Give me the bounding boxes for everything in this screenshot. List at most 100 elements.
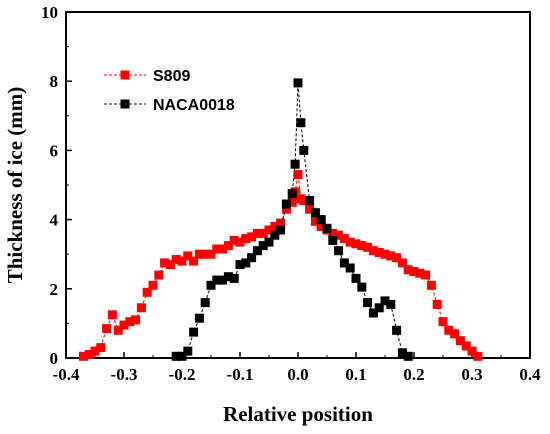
data-point (473, 351, 483, 361)
data-point (247, 253, 257, 263)
data-point (380, 249, 390, 259)
data-point (276, 218, 286, 228)
data-point (223, 272, 233, 282)
data-point (235, 237, 245, 247)
data-point (397, 258, 407, 268)
legend-label: S809 (153, 68, 190, 85)
data-point (299, 196, 309, 206)
data-point (368, 308, 378, 318)
legend-marker (120, 99, 130, 109)
data-point (374, 303, 384, 313)
data-point (264, 225, 274, 235)
data-point (183, 346, 193, 356)
y-tick-label: 2 (50, 280, 59, 299)
series-layer (78, 78, 483, 361)
data-point (206, 280, 216, 290)
data-point (177, 256, 187, 266)
data-point (206, 249, 216, 259)
axis-ticks: -0.4 -0.3 -0.2 -0.1 0.0 0.1 0.2 0.3 0.4 0 2 4 6 8 10 (41, 3, 541, 384)
data-point (270, 222, 280, 231)
data-point (281, 204, 291, 214)
data-point (287, 197, 297, 207)
data-point (252, 246, 262, 256)
x-axis-label: Relative position (223, 402, 373, 426)
data-point (218, 244, 228, 254)
data-point (450, 329, 460, 339)
data-point (148, 280, 158, 290)
y-tick-label: 4 (50, 211, 59, 230)
data-point (171, 254, 181, 264)
data-point (212, 275, 222, 285)
x-tick-label: 0.2 (403, 365, 424, 384)
x-tick-label: 0.1 (345, 365, 366, 384)
data-point (194, 313, 204, 323)
data-point (218, 275, 228, 285)
data-point (310, 216, 320, 226)
data-point (299, 145, 309, 155)
data-point (392, 253, 402, 263)
data-point (444, 325, 454, 335)
data-point (421, 270, 431, 280)
data-point (409, 267, 419, 276)
data-point (131, 315, 141, 325)
data-point (345, 263, 355, 273)
data-point (189, 327, 199, 337)
x-tick-label: 0.4 (519, 365, 541, 384)
data-point (241, 258, 251, 268)
data-point (316, 222, 326, 231)
data-point (351, 273, 361, 283)
data-point (189, 256, 199, 266)
data-point (235, 260, 245, 270)
legend-label: NACA0018 (153, 97, 235, 114)
y-tick-label: 0 (50, 349, 59, 368)
data-point (113, 325, 123, 335)
data-point (200, 298, 210, 308)
y-tick-label: 8 (50, 72, 59, 91)
data-point (223, 241, 233, 251)
data-point (229, 235, 239, 245)
data-point (136, 303, 146, 313)
data-point (380, 296, 390, 306)
x-tick-label: -0.1 (227, 365, 254, 384)
data-point (241, 234, 251, 244)
data-point (438, 317, 448, 327)
x-tick-label: -0.3 (111, 365, 138, 384)
data-point (322, 223, 332, 233)
data-point (403, 351, 413, 361)
data-point (357, 241, 367, 251)
data-point (160, 258, 170, 268)
y-tick-label: 6 (50, 141, 59, 160)
data-point (328, 235, 338, 245)
y-axis-label: Thickness of ice (mm) (3, 87, 27, 284)
data-point (258, 241, 268, 251)
legend-item: S809 (104, 68, 190, 85)
data-point (351, 239, 361, 249)
data-point (119, 320, 129, 330)
data-point (96, 343, 106, 353)
data-point (90, 346, 100, 356)
data-point (102, 324, 112, 334)
x-tick-label: 0.0 (287, 365, 308, 384)
data-point (270, 230, 280, 240)
data-point (305, 204, 315, 214)
data-point (305, 196, 315, 206)
data-point (334, 230, 344, 240)
data-point (363, 242, 373, 252)
data-point (316, 215, 326, 225)
data-point (426, 280, 436, 290)
plot-frame (65, 11, 531, 359)
data-point (386, 299, 396, 309)
legend-item: NACA0018 (104, 97, 235, 114)
data-point (125, 317, 135, 327)
data-point (334, 246, 344, 256)
data-point (293, 170, 303, 180)
data-point (194, 249, 204, 259)
data-point (386, 251, 396, 261)
data-point (296, 118, 306, 128)
data-point (264, 237, 274, 247)
series-naca0018 (171, 78, 413, 361)
data-point (363, 298, 373, 308)
data-point (290, 159, 300, 169)
data-point (455, 336, 465, 346)
